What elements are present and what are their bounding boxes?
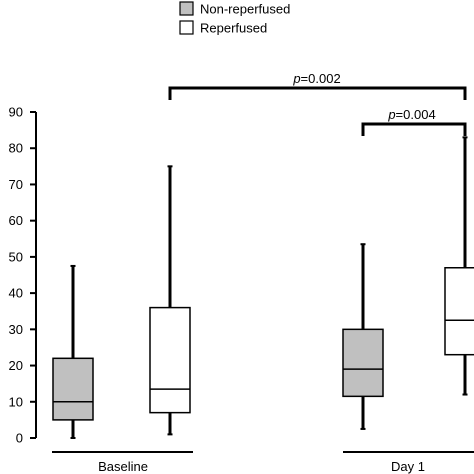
significance-bracket [168,86,467,100]
y-tick-label: 10 [9,394,23,409]
group-label: Day 1 [391,459,425,474]
group-label: Baseline [98,459,148,474]
y-tick-label: 30 [9,322,23,337]
y-tick-label: 40 [9,286,23,301]
legend-label: Reperfused [200,21,267,36]
y-tick-label: 80 [9,141,23,156]
p-symbol: p [292,71,300,86]
significance-bracket [361,122,467,136]
p-value-label: p=0.004 [387,107,435,122]
legend-swatch [179,20,194,35]
box-0-0 [52,357,94,421]
y-tick-label: 60 [9,213,23,228]
box-1-1 [444,267,474,356]
p-value: =0.004 [396,107,436,122]
p-value-label: p=0.002 [292,71,340,86]
box-0-1 [342,328,384,398]
y-tick-label: 0 [16,431,23,446]
y-tick-label: 90 [9,105,23,120]
y-tick-label: 70 [9,177,23,192]
p-value: =0.002 [301,71,341,86]
legend-label: Non-reperfused [200,2,290,17]
legend-swatch [179,1,194,16]
p-symbol: p [387,107,395,122]
y-tick-label: 50 [9,249,23,264]
box-1-0 [149,306,191,414]
y-tick-label: 20 [9,358,23,373]
